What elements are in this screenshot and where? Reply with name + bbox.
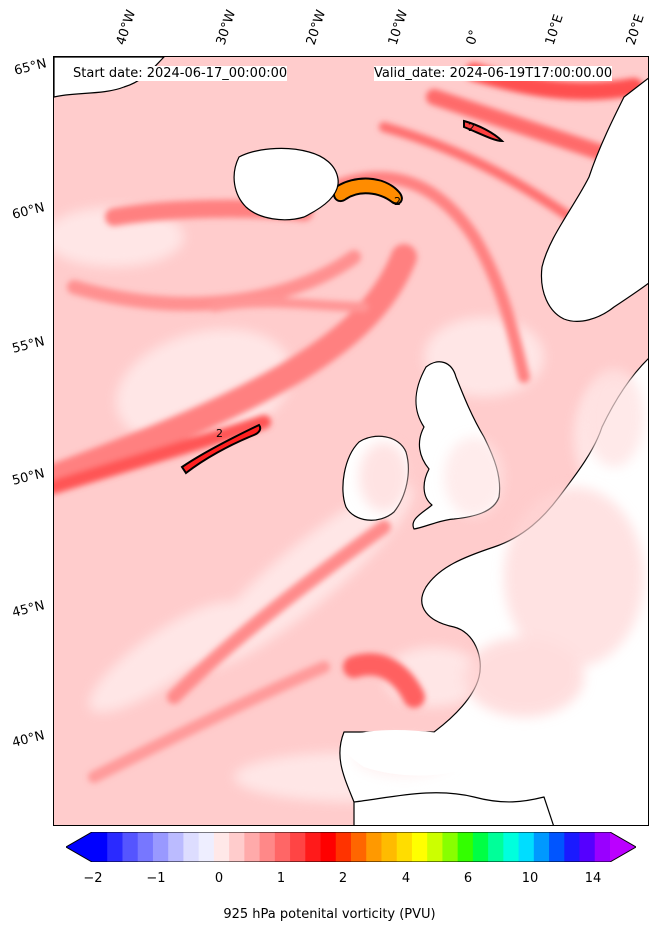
- colorbar-segment: [335, 832, 352, 862]
- colorbar-segment: [213, 832, 230, 862]
- lat-label-65n: 65°N: [12, 56, 49, 79]
- colorbar-segment: [549, 832, 565, 862]
- colorbar-segment: [183, 832, 200, 862]
- colorbar-segment: [564, 832, 581, 862]
- colorbar-segment: [488, 832, 504, 862]
- land-iberia-blank: [342, 730, 471, 776]
- colorbar-segment: [411, 832, 428, 862]
- colorbar-segment: [107, 832, 124, 862]
- pv-field-map: 2 2 2: [54, 57, 648, 825]
- contour-label-norway-sea: 2: [468, 121, 475, 134]
- cbar-tick-10: 10: [521, 871, 539, 886]
- map-panel: 2 2 2: [53, 56, 649, 826]
- colorbar-segment: [274, 832, 291, 862]
- lon-label-10w: 10°W: [385, 8, 412, 47]
- colorbar-segment: [92, 832, 108, 862]
- lon-label-0: 0°: [463, 28, 483, 47]
- colorbar-segment: [457, 832, 474, 862]
- land-north-africa: [353, 792, 554, 825]
- colorbar-segment: [427, 832, 444, 862]
- contour-label-atlantic: 2: [216, 427, 223, 440]
- land-masses: [54, 57, 648, 825]
- colorbar-segment: [259, 832, 276, 862]
- colorbar-extend-high: [610, 832, 636, 862]
- colorbar-segment: [503, 832, 520, 862]
- cbar-tick-minus2: −2: [83, 871, 103, 886]
- lon-label-30w: 30°W: [213, 8, 240, 47]
- lon-label-20e: 20°E: [623, 12, 648, 48]
- colorbar-extend-low: [66, 832, 92, 862]
- colorbar-segment: [472, 832, 489, 862]
- colorbar-segment: [137, 832, 154, 862]
- colorbar-segment: [442, 832, 459, 862]
- colorbar-title: 925 hPa potenital vorticity (PVU): [223, 907, 436, 922]
- lon-label-40w: 40°W: [113, 8, 140, 47]
- valid-date-label: Valid_date: 2024-06-19T17:00:00.00: [374, 66, 613, 81]
- cbar-tick-6: 6: [463, 871, 473, 886]
- colorbar-segment: [579, 832, 596, 862]
- land-iceland: [233, 147, 339, 221]
- colorbar-segment: [152, 832, 169, 862]
- cbar-tick-14: 14: [584, 871, 602, 886]
- colorbar-segment: [305, 832, 322, 862]
- lat-label-40n: 40°N: [10, 728, 47, 751]
- contour-label-iceland: 2: [394, 195, 401, 208]
- pv-core-iceland: [332, 177, 403, 205]
- cbar-tick-0: 0: [214, 871, 224, 886]
- lat-label-50n: 50°N: [10, 466, 47, 489]
- colorbar-segment: [168, 832, 185, 862]
- lon-label-20w: 20°W: [303, 8, 330, 47]
- lat-label-60n: 60°N: [10, 200, 47, 223]
- colorbar: [66, 832, 636, 862]
- colorbar-segment: [594, 832, 611, 862]
- land-pv-shading: [354, 367, 644, 777]
- cbar-tick-minus1: −1: [146, 871, 166, 886]
- colorbar-segment: [320, 832, 337, 862]
- colorbar-segment: [381, 832, 398, 862]
- colorbar-segment: [518, 832, 535, 862]
- land-scandinavia: [540, 77, 648, 322]
- cbar-tick-1: 1: [276, 871, 286, 886]
- colorbar-segment: [244, 832, 261, 862]
- pv-core-atlantic: [180, 423, 262, 475]
- colorbar-segment: [122, 832, 139, 862]
- pv-core-norway-sea: [463, 119, 505, 143]
- colorbar-segment: [229, 832, 245, 862]
- lon-label-10e: 10°E: [542, 12, 567, 48]
- cbar-tick-4: 4: [401, 871, 411, 886]
- colorbar-segment: [396, 832, 413, 862]
- lat-label-45n: 45°N: [10, 598, 47, 621]
- colorbar-segment: [290, 832, 306, 862]
- colorbar-segment: [198, 832, 215, 862]
- colorbar-segment: [351, 832, 367, 862]
- cbar-tick-2: 2: [338, 871, 348, 886]
- colorbar-segment: [366, 832, 383, 862]
- lat-label-55n: 55°N: [10, 334, 47, 357]
- colorbar-segment: [533, 832, 550, 862]
- start-date-label: Start date: 2024-06-17_00:00:00: [73, 66, 288, 81]
